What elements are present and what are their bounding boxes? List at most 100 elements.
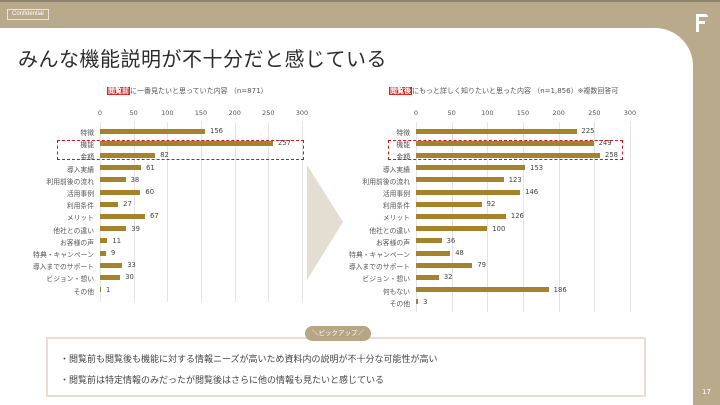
gridline [167,122,169,302]
bar-value: 258 [605,151,619,160]
category-label: 金額 [80,153,94,162]
bar-value: 61 [146,163,155,172]
bar-value: 11 [112,236,122,245]
bar [416,262,473,268]
category-label: 利用条件 [382,202,410,211]
bar-value: 30 [125,273,134,282]
highlight-box [57,140,304,160]
bar-value: 33 [127,261,136,270]
category-label: 機能 [80,141,94,150]
pickup-line-1: ・閲覧前も閲覧後も機能に対する情報ニーズが高いため資料内の説明が不十分な可能性が… [60,355,438,365]
category-label: その他 [73,287,94,296]
category-label: 他社との違い [369,226,410,235]
category-label: ビジョン・想い [46,275,94,284]
category-label: メリット [382,214,410,223]
category-label: 導入までのサポート [348,263,410,272]
x-tick-label: 200 [552,109,565,117]
category-label: 利用前後の流れ [46,177,94,186]
bar-value: 36 [446,236,456,245]
gridline [100,122,101,302]
bar-value: 79 [477,261,486,270]
category-label: 特典・キャンペーン [349,251,410,259]
category-label: 利用前後の流れ [362,177,410,186]
bar-value: 186 [553,285,567,294]
x-tick-label: 250 [588,109,601,117]
category-label: 機能 [396,141,410,150]
bar [100,128,206,134]
category-label: 特徴 [396,129,410,137]
gridline [234,122,236,302]
category-label: 特典・キャンペーン [33,251,94,259]
subtitle-highlight: 閲覧後 [389,87,412,95]
category-label: 活用事例 [382,190,410,198]
bar-value: 32 [443,273,453,282]
bar [100,201,119,207]
bar-value: 126 [510,212,524,221]
bar [416,201,482,207]
confidential-badge: Confidential [7,9,49,20]
x-tick-label: 250 [262,109,275,117]
pickup-tag: ＼ピックアップ／ [305,326,371,341]
category-label: 導入実績 [66,165,94,174]
bar-value: 82 [160,151,169,160]
bar [416,177,504,183]
arrow-right-icon [307,165,343,280]
bar [100,250,107,256]
category-label: メリット [66,214,94,223]
bar [100,238,108,244]
category-label: お客様の声 [376,238,410,247]
gridline [268,122,270,302]
pickup-line-2: ・閲覧前は特定情報のみだったが閲覧後はさらに他の情報も見たいと感じている [60,376,385,386]
x-tick-label: 150 [194,109,208,117]
bar [416,189,521,195]
bar [416,238,442,244]
bar [416,128,577,134]
subtitle-highlight: 閲覧前 [107,87,130,95]
pickup-box [46,337,646,397]
bar-value: 9 [111,249,116,257]
bar-value: 156 [210,127,224,135]
highlight-box [388,140,623,160]
bar [416,140,594,146]
bar [416,165,526,171]
bar-value: 67 [150,212,159,221]
bar [416,250,451,256]
bar [416,274,439,280]
bar-value: 92 [486,200,496,209]
category-label: 特徴 [80,129,94,137]
gridline [630,122,631,312]
bar [100,189,141,195]
gridline [302,122,303,302]
x-tick-label: 100 [161,109,174,117]
bar-value: 38 [130,175,140,184]
bar-value: 146 [525,188,539,196]
category-label: 利用条件 [66,202,94,211]
x-tick-label: 50 [129,109,138,117]
x-tick-label: 0 [97,109,103,117]
category-label: その他 [389,299,410,308]
bar [100,152,156,158]
bar [416,287,549,293]
category-label: 何もない [382,287,410,296]
x-tick-label: 150 [516,109,530,117]
category-label: 金額 [396,153,410,162]
bar [100,140,274,146]
bar-value: 257 [278,139,292,148]
bar-value: 27 [123,200,132,209]
category-label: お客様の声 [60,238,94,247]
top-border [0,0,720,2]
bar-value: 48 [455,249,464,257]
bar [100,226,127,232]
gridline [594,122,596,312]
category-label: 導入実績 [382,165,410,174]
page-number: 17 [702,388,711,396]
bar [100,287,101,293]
brand-logo-icon [696,14,708,32]
x-tick-label: 0 [413,109,419,117]
chart-subtitle: 閲覧後にもっと詳しく知りたいと思った内容 （n=1,856）※複数回答可 [389,86,618,96]
page-title: みんな機能説明が不十分だと感じている [18,47,387,71]
subtitle-text: に一番見たいと思っていた内容 （n=871） [130,87,268,95]
bar [100,165,142,171]
bar-value: 3 [423,297,428,306]
category-label: 導入までのサポート [32,263,94,272]
